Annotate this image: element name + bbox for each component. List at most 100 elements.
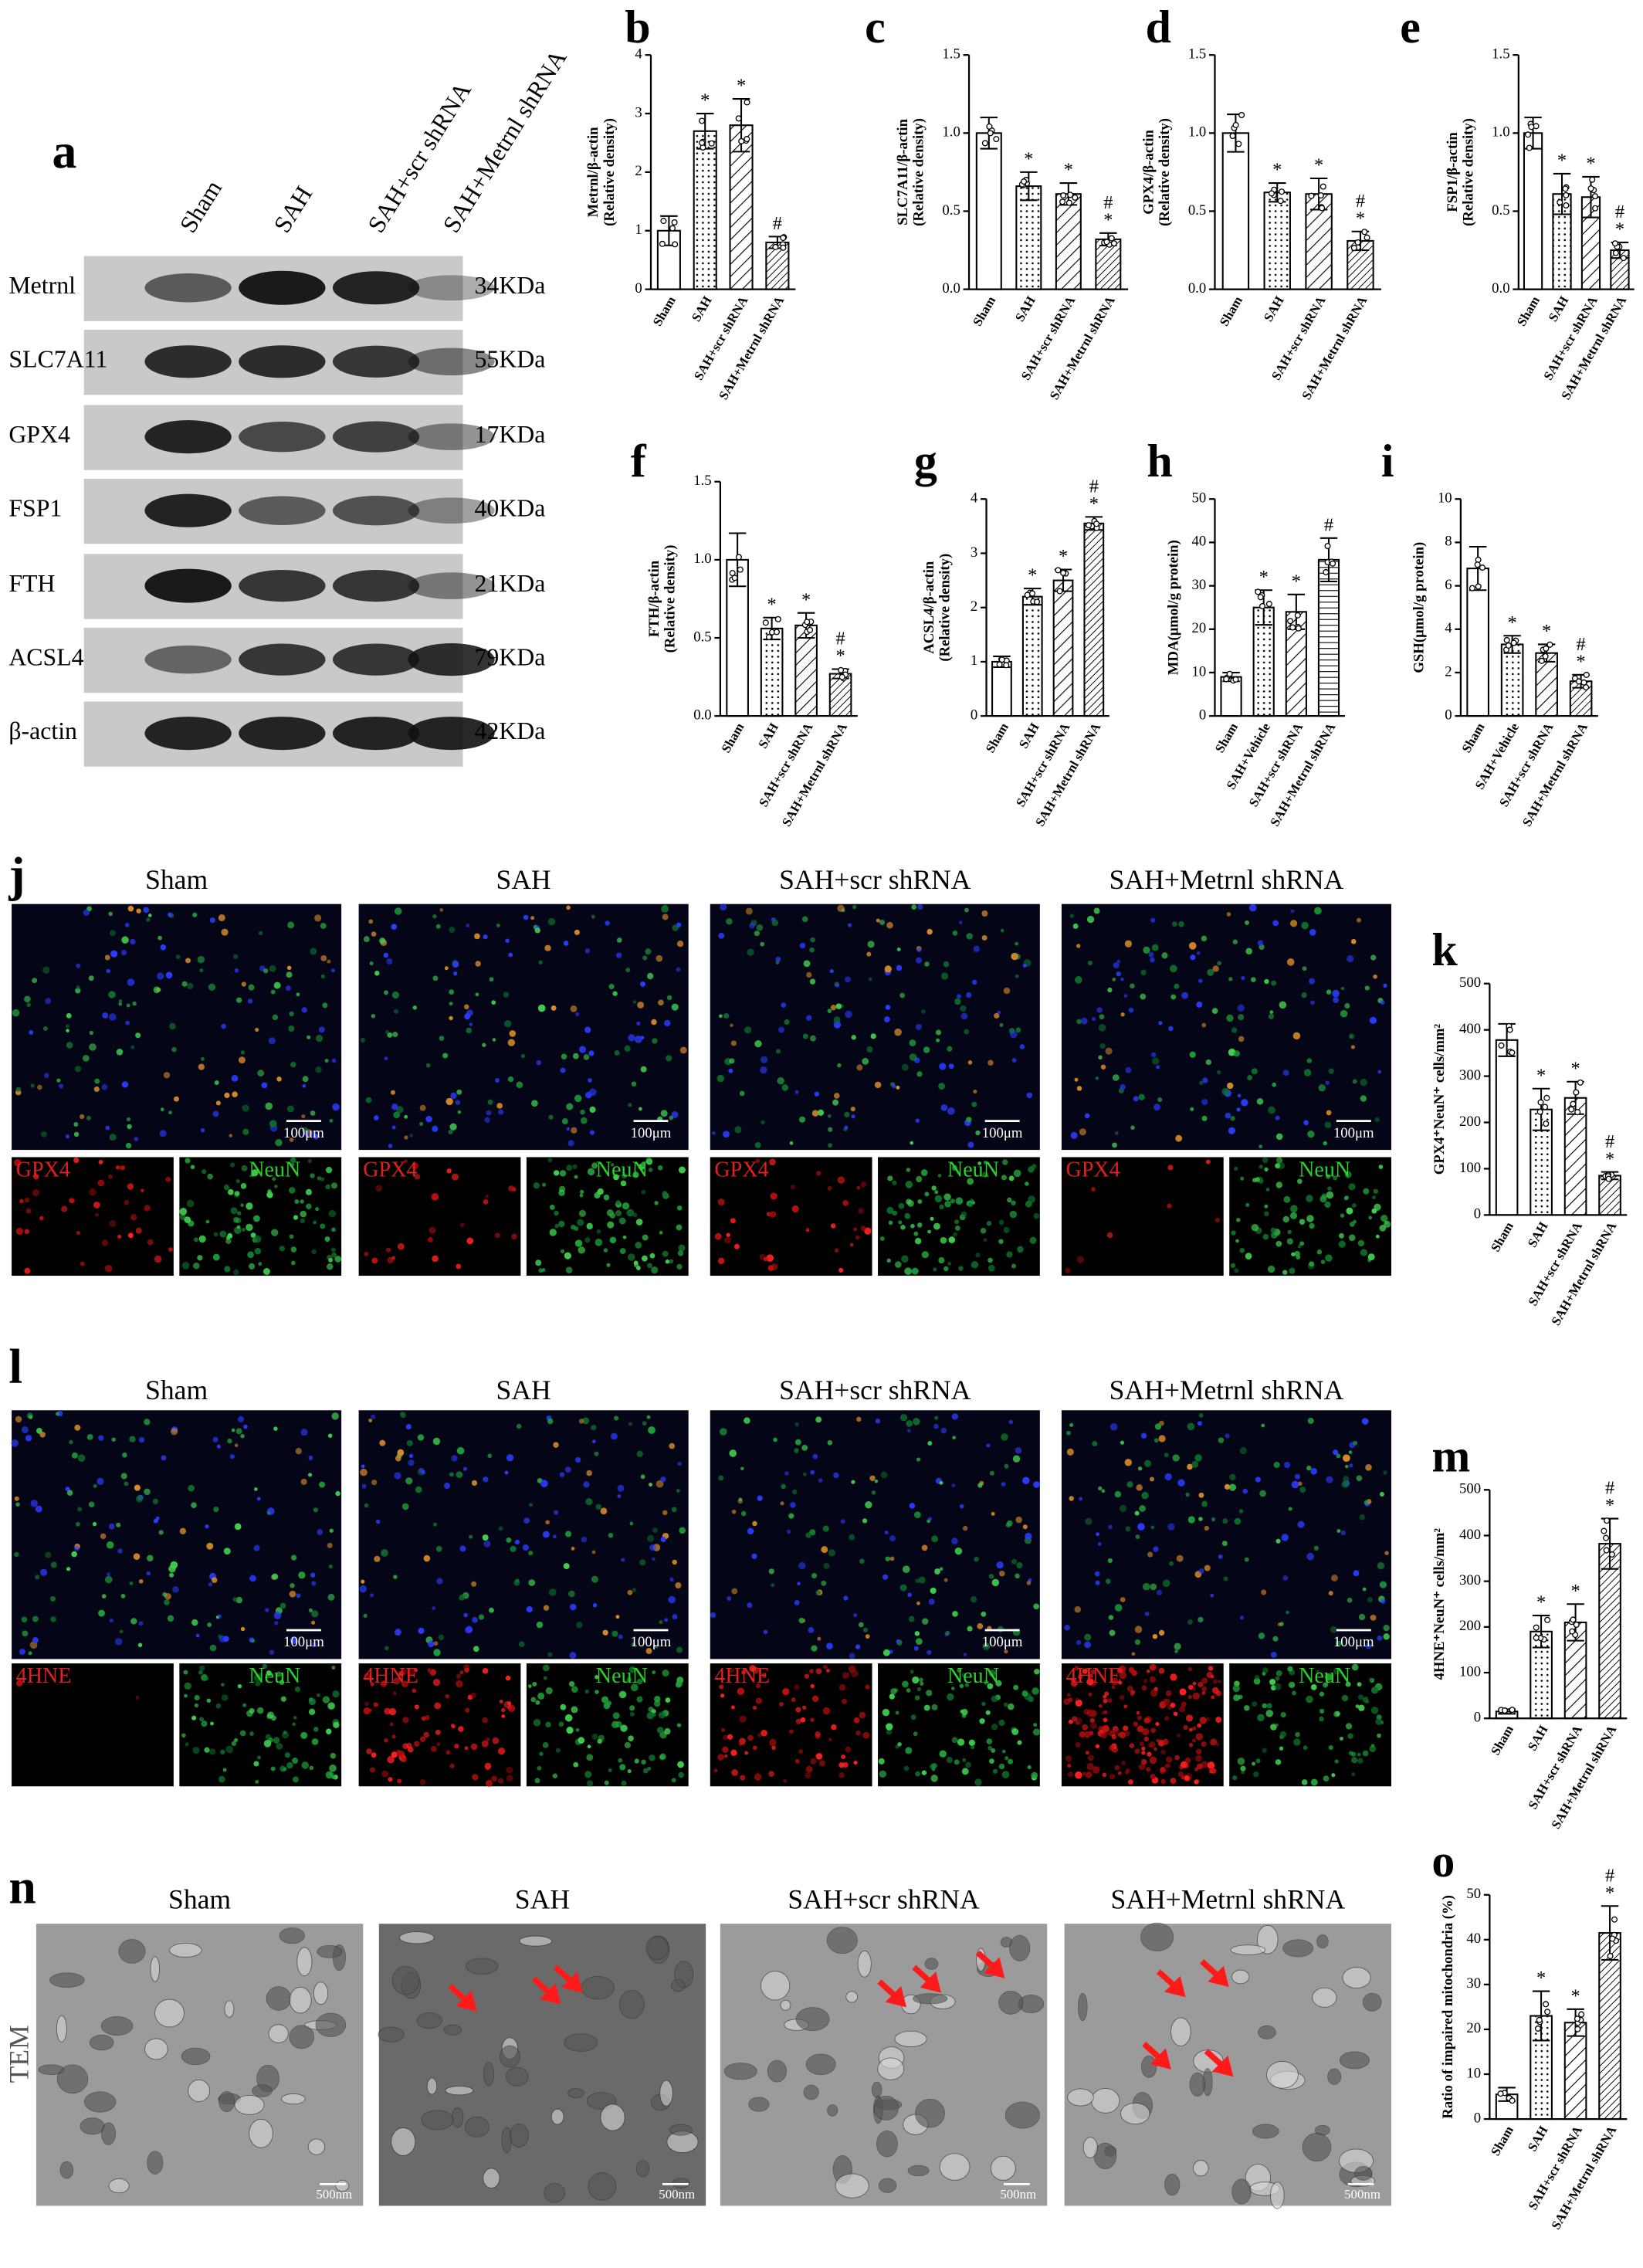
- cell: [484, 1762, 492, 1770]
- cell: [675, 1581, 682, 1589]
- cell: [310, 948, 317, 955]
- cell: [1201, 1022, 1207, 1028]
- cell: [1237, 1004, 1245, 1012]
- cell: [121, 1081, 129, 1088]
- size-label: 21KDa: [474, 570, 545, 597]
- cell: [918, 1576, 926, 1584]
- cell: [514, 1539, 520, 1545]
- cell: [1134, 1626, 1143, 1633]
- cell: [384, 1646, 389, 1651]
- cell: [404, 1135, 408, 1140]
- cell: [290, 1636, 298, 1644]
- cell: [390, 1090, 395, 1095]
- cell: [93, 1086, 100, 1093]
- organelle: [426, 2077, 438, 2095]
- cell: [566, 1127, 571, 1131]
- cell: [947, 1046, 953, 1052]
- x-tick-label: SAH: [1016, 720, 1042, 751]
- cell: [1343, 1476, 1350, 1482]
- cell: [364, 1251, 369, 1256]
- cell: [553, 1534, 557, 1539]
- cell: [1286, 1238, 1293, 1245]
- cell: [757, 1733, 762, 1737]
- channel-label: GPX4: [1066, 1158, 1120, 1182]
- merged-image: [12, 1410, 342, 1659]
- cell: [419, 1779, 426, 1785]
- cell: [1326, 1476, 1333, 1483]
- y-tick-label: 0.5: [693, 629, 711, 645]
- cell: [1033, 1481, 1040, 1488]
- cell: [1231, 1230, 1236, 1236]
- y-tick-label: 1: [635, 222, 642, 238]
- cell: [423, 1554, 431, 1562]
- cell: [823, 1562, 830, 1569]
- y-tick-label: 0: [1474, 2110, 1481, 2126]
- cell: [1015, 1573, 1020, 1579]
- cell: [1326, 1191, 1334, 1199]
- cell: [168, 912, 172, 917]
- cell: [662, 914, 669, 920]
- cell: [600, 1507, 608, 1515]
- cell: [1377, 1733, 1381, 1738]
- cell: [306, 1203, 312, 1210]
- cell: [930, 1775, 938, 1782]
- cell: [1211, 1517, 1216, 1522]
- cell: [1333, 1449, 1339, 1456]
- cell: [1349, 1463, 1353, 1468]
- cell: [905, 1181, 913, 1188]
- cell: [274, 1185, 278, 1188]
- cell: [612, 991, 618, 996]
- cell: [868, 977, 872, 981]
- cell: [138, 1436, 145, 1443]
- organelle: [723, 2063, 757, 2080]
- cell: [1089, 1722, 1097, 1730]
- cell: [290, 1162, 295, 1167]
- cell: [1114, 1604, 1123, 1612]
- data-point: [1279, 188, 1286, 195]
- cell: [538, 960, 543, 964]
- cell: [19, 1198, 24, 1204]
- cell: [645, 948, 652, 955]
- cell: [311, 1738, 319, 1745]
- cell: [632, 1000, 637, 1004]
- cell: [392, 1691, 397, 1696]
- cell: [1234, 1517, 1242, 1525]
- cell: [486, 1110, 492, 1116]
- cell: [572, 1164, 578, 1170]
- cell: [669, 1577, 674, 1582]
- organelle: [279, 1927, 305, 1944]
- cell: [1266, 1703, 1272, 1709]
- cell: [568, 1680, 575, 1687]
- data-point: [773, 629, 780, 636]
- error-bar: [1020, 171, 1038, 202]
- data-point: [1021, 178, 1028, 185]
- cell: [1252, 1178, 1257, 1183]
- scale-bar-label: 100μm: [1333, 1634, 1374, 1650]
- cell: [1232, 1775, 1238, 1781]
- cell: [619, 1248, 626, 1255]
- y-tick-label: 4: [971, 490, 978, 507]
- significance-marker: *: [1605, 1148, 1614, 1169]
- protein-label: FSP1: [8, 495, 62, 522]
- organelle: [483, 2062, 495, 2087]
- cell: [1164, 1453, 1169, 1458]
- cell: [1141, 1746, 1146, 1751]
- cell: [423, 1731, 430, 1738]
- cell: [66, 1567, 71, 1571]
- cell: [962, 1525, 968, 1531]
- cell: [1026, 1581, 1032, 1585]
- cell: [301, 1114, 306, 1119]
- cell: [262, 1663, 268, 1670]
- cell: [73, 1157, 80, 1164]
- cell: [641, 1759, 646, 1765]
- cell: [129, 1581, 134, 1585]
- cell: [548, 1588, 557, 1596]
- channel-label: NeuN: [596, 1664, 648, 1688]
- cell: [966, 1117, 972, 1123]
- data-point: [1255, 588, 1262, 595]
- cell: [533, 1182, 540, 1189]
- cell: [50, 1595, 56, 1602]
- bar: [1495, 1039, 1519, 1216]
- significance-marker: *: [1536, 1592, 1546, 1613]
- cell: [491, 1000, 496, 1005]
